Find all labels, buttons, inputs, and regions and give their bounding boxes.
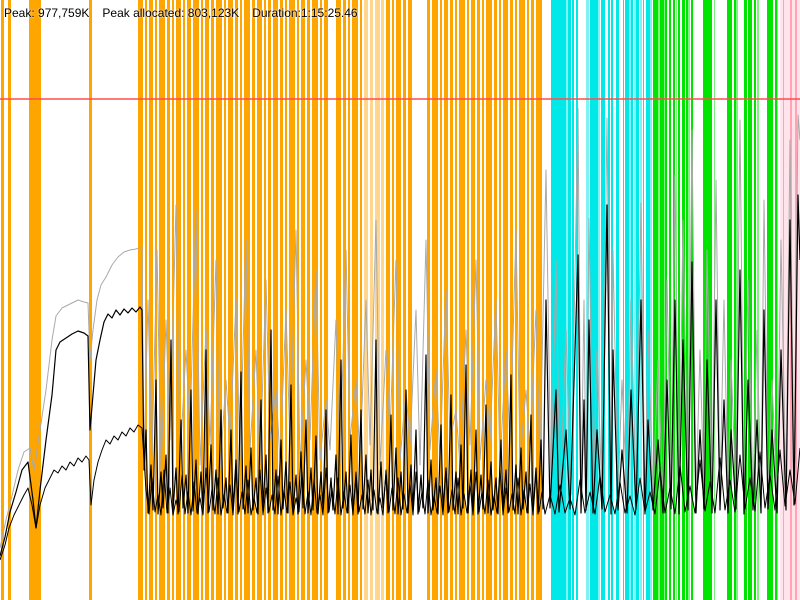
duration-label: Duration:1:15:25.46 <box>252 6 358 20</box>
stats-header: Peak: 977,759K Peak allocated: 803,123K Du… <box>4 6 371 20</box>
peak-label: Peak: 977,759K <box>4 6 90 20</box>
peak-allocated-label: Peak allocated: 803,123K <box>102 6 240 20</box>
